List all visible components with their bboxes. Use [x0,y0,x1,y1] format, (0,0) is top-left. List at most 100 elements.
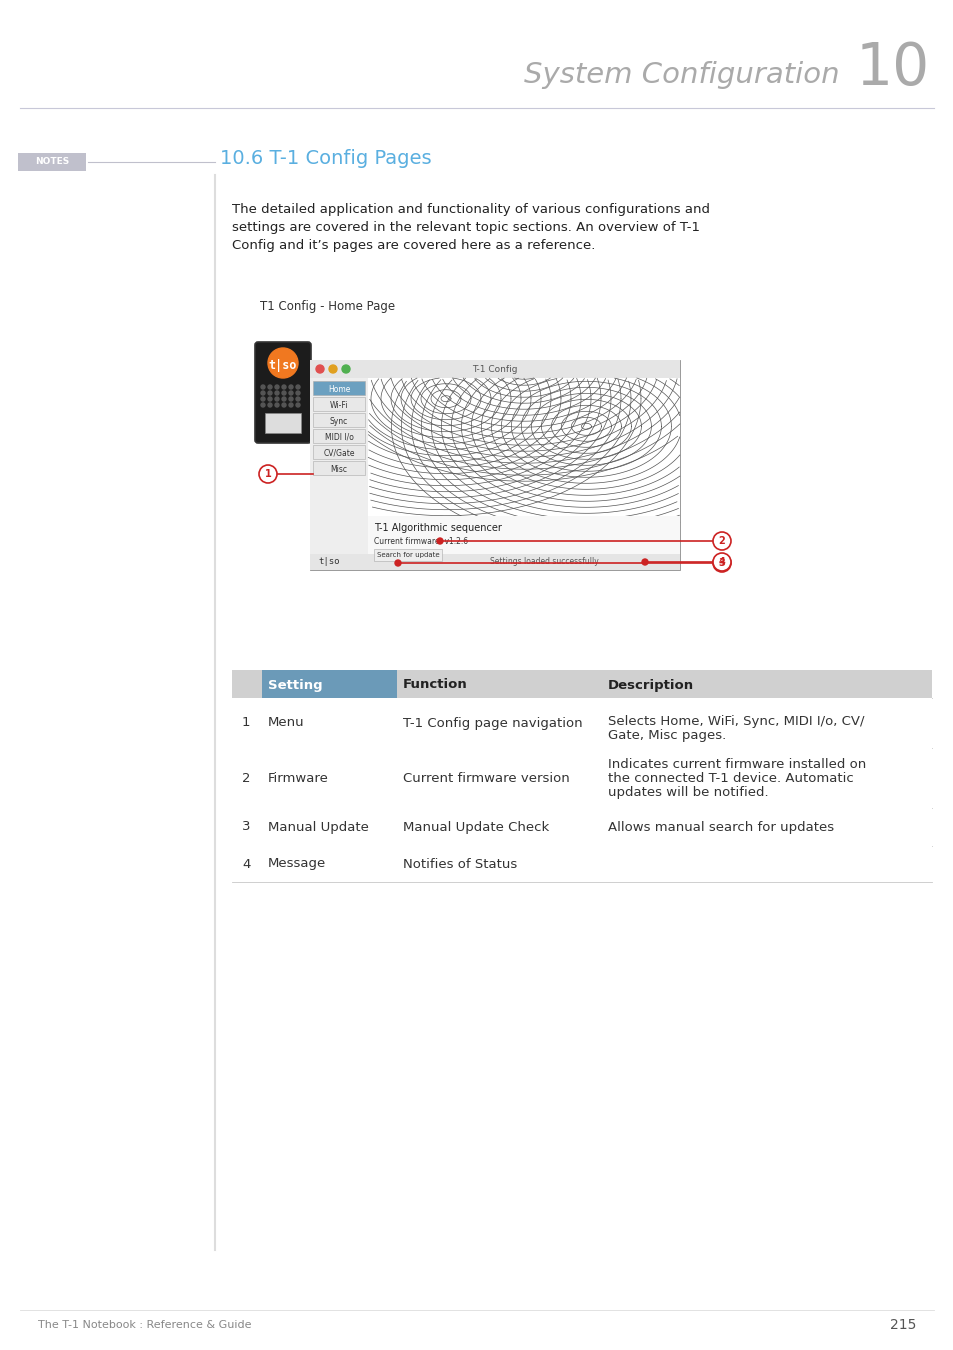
Text: CV/Gate: CV/Gate [323,448,355,458]
Text: Home: Home [328,385,350,393]
Text: Search for update: Search for update [376,552,438,558]
Text: 2: 2 [718,536,724,545]
Text: Function: Function [402,679,467,691]
Text: Gate, Misc pages.: Gate, Misc pages. [607,729,725,742]
Bar [310,360,679,570]
Bar [368,378,679,516]
Text: Firmware: Firmware [268,771,329,784]
Circle shape [289,404,293,406]
Circle shape [282,397,286,401]
Text: Indicates current firmware installed on: Indicates current firmware installed on [607,757,865,771]
Text: T-1 Config page navigation: T-1 Config page navigation [402,717,582,729]
Bar [232,670,931,698]
Text: Config and it’s pages are covered here as a reference.: Config and it’s pages are covered here a… [232,239,595,252]
Text: Manual Update: Manual Update [268,821,369,833]
Circle shape [261,404,265,406]
Text: Selects Home, WiFi, Sync, MIDI I/o, CV/: Selects Home, WiFi, Sync, MIDI I/o, CV/ [607,716,863,728]
Circle shape [315,364,324,373]
Text: 2: 2 [242,771,251,784]
Text: 4: 4 [242,857,250,871]
Text: The T-1 Notebook : Reference & Guide: The T-1 Notebook : Reference & Guide [38,1320,252,1330]
Text: 4: 4 [718,558,724,567]
Text: Wi-Fi: Wi-Fi [330,401,348,409]
Text: System Configuration: System Configuration [524,61,840,89]
Text: T-1 Algorithmic sequencer: T-1 Algorithmic sequencer [374,522,501,533]
Text: Message: Message [268,857,326,871]
Bar [232,748,931,809]
Circle shape [274,392,278,396]
Circle shape [289,392,293,396]
Circle shape [258,464,276,483]
Bar [368,516,679,554]
Bar [232,846,931,882]
Circle shape [282,392,286,396]
Circle shape [295,404,299,406]
Circle shape [289,385,293,389]
Bar [265,413,301,433]
Text: Allows manual search for updates: Allows manual search for updates [607,821,833,833]
Text: updates will be notified.: updates will be notified. [607,786,768,799]
Circle shape [295,392,299,396]
Circle shape [274,397,278,401]
Text: the connected T-1 device. Automatic: the connected T-1 device. Automatic [607,772,853,784]
Text: T1 Config - Home Page: T1 Config - Home Page [260,300,395,313]
Circle shape [261,385,265,389]
Circle shape [261,397,265,401]
Circle shape [282,404,286,406]
Text: Manual Update Check: Manual Update Check [402,821,549,833]
Circle shape [395,560,400,566]
Circle shape [295,385,299,389]
Circle shape [712,532,730,549]
Circle shape [268,348,297,378]
Circle shape [268,397,272,401]
Text: 10.6 T-1 Config Pages: 10.6 T-1 Config Pages [220,148,431,167]
Text: 1: 1 [242,717,251,729]
Text: T-1 Config: T-1 Config [472,366,517,374]
Circle shape [268,392,272,396]
Bar [313,460,365,475]
Circle shape [329,364,336,373]
Circle shape [261,392,265,396]
Text: 1: 1 [264,468,271,479]
Circle shape [436,539,442,544]
Text: 10: 10 [855,39,929,96]
Text: t|so: t|so [269,359,297,371]
Bar [374,549,441,562]
Circle shape [268,385,272,389]
Text: Notifies of Status: Notifies of Status [402,857,517,871]
Circle shape [282,385,286,389]
Circle shape [295,397,299,401]
Circle shape [641,559,647,566]
Text: Current firmware: v1.2.6: Current firmware: v1.2.6 [374,537,468,545]
Bar [313,429,365,443]
Text: Settings loaded successfully: Settings loaded successfully [489,558,598,567]
Circle shape [268,404,272,406]
Circle shape [274,385,278,389]
Bar [262,670,396,698]
Bar [313,397,365,410]
Text: Description: Description [607,679,694,691]
Bar [313,446,365,459]
Text: 215: 215 [889,1318,915,1332]
Text: Menu: Menu [268,717,304,729]
Text: 3: 3 [718,558,724,568]
Text: Sync: Sync [330,417,348,425]
Bar [18,153,86,171]
Text: t|so: t|so [317,558,339,567]
Bar [232,698,931,748]
Text: Current firmware version: Current firmware version [402,771,569,784]
Bar [310,360,679,378]
Bar [313,413,365,427]
Bar [313,381,365,396]
Bar [310,378,368,570]
Bar [232,809,931,846]
Circle shape [289,397,293,401]
FancyBboxPatch shape [254,342,311,443]
Text: Setting: Setting [268,679,322,691]
Circle shape [712,554,730,571]
Circle shape [712,554,730,572]
Text: settings are covered in the relevant topic sections. An overview of T-1: settings are covered in the relevant top… [232,221,700,234]
Text: The detailed application and functionality of various configurations and: The detailed application and functionali… [232,202,709,216]
Circle shape [341,364,350,373]
Text: Misc: Misc [330,464,347,474]
